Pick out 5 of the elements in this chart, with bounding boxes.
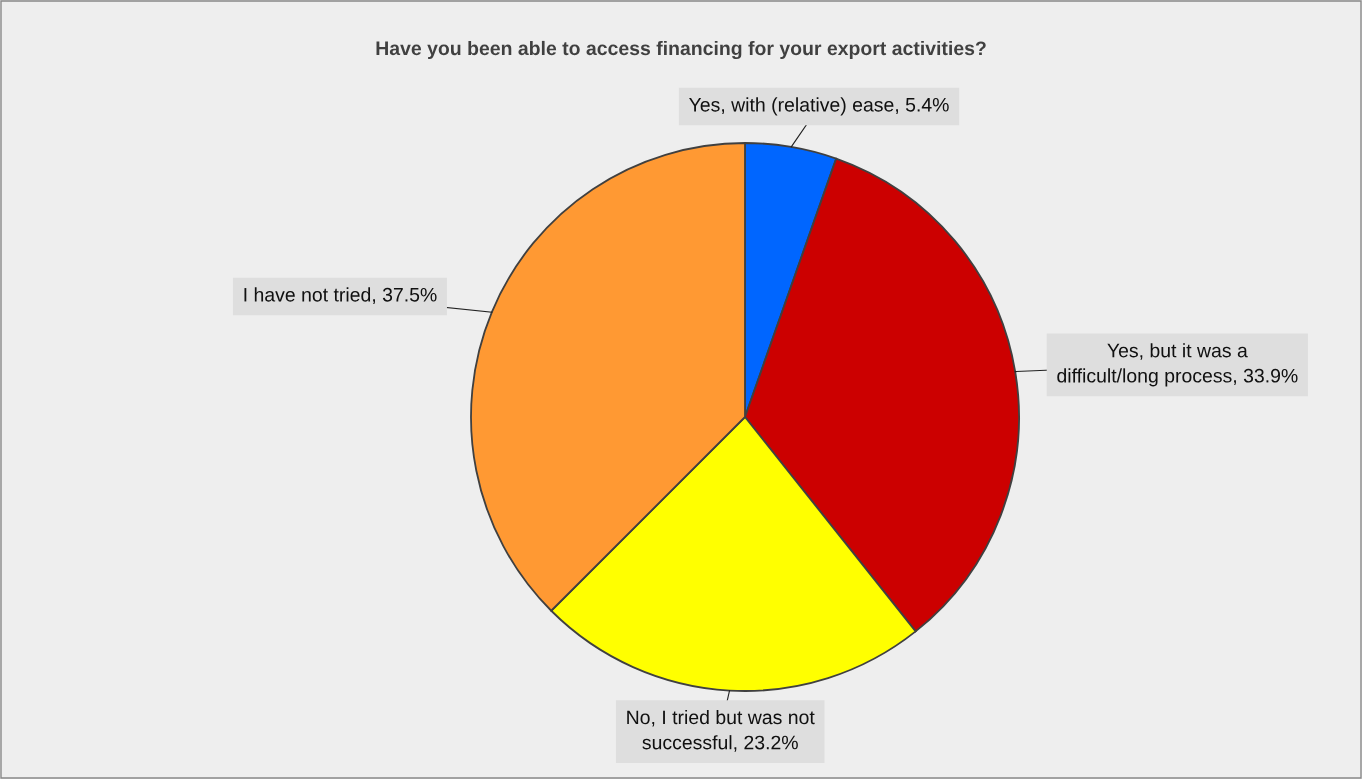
chart-title: Have you been able to access financing for your export activities? (376, 40, 986, 60)
slice-label: I have not tried, 37.5% (244, 287, 437, 304)
slice-label: Yes, but it was a difficult/long process, 33.9% (1057, 343, 1298, 387)
slice-label: Yes, with (relative) ease, 5.4% (689, 97, 949, 116)
slice-label: No, I tried but was not successful, 23.2% (627, 709, 815, 752)
